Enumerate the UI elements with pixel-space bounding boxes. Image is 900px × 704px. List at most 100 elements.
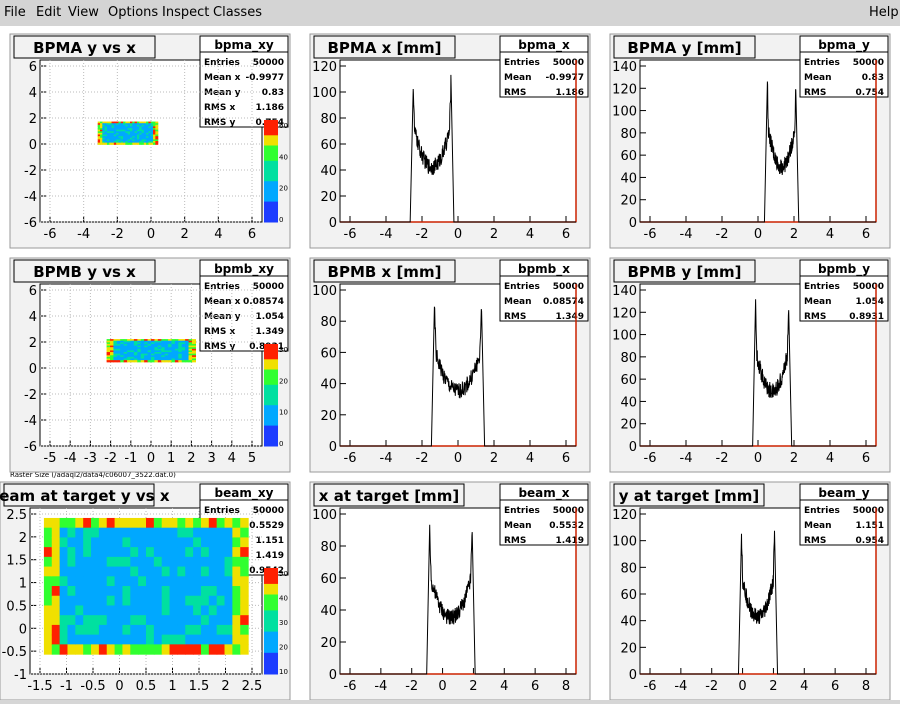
menu-options[interactable]: Options <box>108 5 159 20</box>
menu-file[interactable]: File <box>4 5 26 20</box>
pad-bpma_x[interactable]: BPMA x [mm] bpma_x Entries 50000 Mean -0.9977… <box>309 33 591 249</box>
heatmap-cell <box>153 517 163 529</box>
heatmap-cell <box>51 595 61 607</box>
x-tick-label: -2 <box>104 451 117 466</box>
heatmap-cell <box>148 126 152 129</box>
heatmap-cell <box>144 343 149 347</box>
stats-value: 1.349 <box>256 327 284 337</box>
menu-classes[interactable]: Classes <box>213 5 262 20</box>
heatmap-cell <box>123 347 128 350</box>
heatmap-cell <box>148 139 152 142</box>
heatmap-cell <box>104 129 108 132</box>
menu-edit[interactable]: Edit <box>36 5 62 20</box>
heatmap-cell <box>113 355 118 358</box>
heatmap-cell <box>91 517 100 529</box>
stats-box <box>799 35 889 98</box>
heatmap-cell <box>174 345 179 348</box>
heatmap-cell <box>168 360 173 363</box>
heatmap-cell <box>161 356 166 360</box>
heatmap-cell <box>43 556 53 568</box>
heatmap-cell <box>111 142 115 145</box>
heatmap-cell <box>104 123 108 126</box>
stats-value: 0.08574 <box>243 297 284 307</box>
heatmap-cell <box>157 345 162 348</box>
x-tick-label: -4 <box>64 451 77 466</box>
heatmap-cell <box>110 352 115 355</box>
heatmap-cell <box>104 132 108 136</box>
heatmap-cell <box>169 634 179 645</box>
heatmap-cell <box>143 137 147 140</box>
pad-bpmb_xy[interactable]: BPMB y vs x bpmb_xy Entries 50000 Mean x 0.08… <box>9 257 291 473</box>
root-canvas[interactable]: Raster Size (/adaql2/data4/c06007_3522.d… <box>0 26 900 701</box>
pad-beam_x[interactable]: x at target [mm] beam_x Entries 50000 Mean 0.… <box>309 481 591 701</box>
heatmap-cell <box>129 131 133 134</box>
heatmap-cell <box>114 634 124 645</box>
heatmap-cell <box>91 595 100 607</box>
heatmap-cell <box>98 576 108 587</box>
heatmap-cell <box>232 517 241 529</box>
heatmap-cell <box>188 339 193 342</box>
heatmap-cell <box>150 139 154 142</box>
y-tick-label: 60 <box>320 346 337 361</box>
menu-view[interactable]: View <box>68 5 99 20</box>
heatmap-cell <box>137 342 142 345</box>
heatmap-cell <box>240 615 249 626</box>
pad-bpmb_x[interactable]: BPMB x [mm] bpmb_x Entries 50000 Mean 0.08574… <box>309 257 591 473</box>
menu-inspect[interactable]: Inspect <box>162 5 210 20</box>
heatmap-cell <box>193 624 202 636</box>
heatmap-cell <box>143 123 147 126</box>
heatmap-cell <box>132 134 136 137</box>
heatmap-cell <box>132 139 136 142</box>
heatmap-cell <box>146 527 155 539</box>
pad-bpma_xy[interactable]: BPMA y vs x bpma_xy Entries 50000 Mean x -0.9… <box>9 33 291 249</box>
palette-label: 20 <box>279 377 288 385</box>
heatmap-cell <box>127 358 132 361</box>
heatmap-cell <box>116 123 120 126</box>
heatmap-cell <box>132 136 136 139</box>
heatmap-cell <box>178 347 183 350</box>
palette-cell <box>264 626 278 633</box>
heatmap-cell <box>193 605 202 616</box>
heatmap-cell <box>140 350 145 353</box>
heatmap-cell <box>125 126 129 129</box>
heatmap-cell <box>118 123 122 126</box>
heatmap-cell <box>164 339 169 342</box>
pad-bpmb_y[interactable]: BPMB y [mm] bpmb_y Entries 50000 Mean 1.054 RM… <box>609 257 891 473</box>
heatmap-cell <box>155 141 159 144</box>
heatmap-cell <box>140 339 145 342</box>
heatmap-cell <box>75 634 84 645</box>
menu-help[interactable]: Help <box>869 5 899 20</box>
heatmap-cell <box>153 595 163 607</box>
heatmap-cell <box>110 339 115 342</box>
palette-cell <box>264 578 278 585</box>
heatmap-cell <box>113 340 118 343</box>
heatmap-cell <box>185 342 190 345</box>
heatmap-cell <box>146 576 155 587</box>
heatmap-cell <box>97 123 101 126</box>
x-tick-label: 0 <box>738 679 746 694</box>
pad-bpma_y[interactable]: BPMA y [mm] bpma_y Entries 50000 Mean 0.83 RMS… <box>609 33 891 249</box>
heatmap-cell <box>169 624 179 636</box>
y-tick-label: -2 <box>24 164 37 179</box>
heatmap-cell <box>43 644 53 655</box>
x-tick-label: 2 <box>181 227 189 242</box>
heatmap-cell <box>216 586 226 597</box>
palette-cell <box>264 631 278 638</box>
heatmap-cell <box>104 124 108 128</box>
heatmap-cell <box>191 358 196 361</box>
heatmap-cell <box>83 586 92 597</box>
heatmap-cell <box>130 345 135 348</box>
y-tick-label: 0 <box>629 216 637 231</box>
heatmap-cell <box>127 131 131 134</box>
heatmap-cell <box>141 137 145 140</box>
heatmap-cell <box>116 141 120 144</box>
heatmap-cell <box>43 595 53 607</box>
heatmap-cell <box>193 527 202 539</box>
heatmap-cell <box>67 615 76 626</box>
heatmap-cell <box>161 339 166 342</box>
heatmap-cell <box>171 345 176 348</box>
y-tick-label: 0 <box>629 440 637 455</box>
heatmap-cell <box>155 136 159 139</box>
pad-beam_y[interactable]: y at target [mm] beam_y Entries 50000 Mean 1.… <box>609 481 891 701</box>
